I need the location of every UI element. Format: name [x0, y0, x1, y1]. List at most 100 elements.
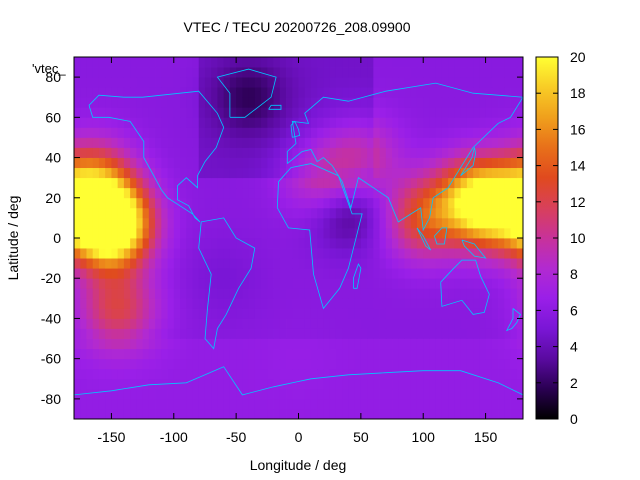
- vtec-cell: [155, 117, 162, 128]
- vtec-cell: [298, 157, 306, 169]
- vtec-cell: [379, 408, 387, 420]
- vtec-cell: [329, 338, 337, 350]
- vtec-cell: [379, 358, 387, 370]
- vtec-cell: [460, 238, 468, 249]
- vtec-cell: [360, 207, 368, 219]
- vtec-cell: [86, 217, 94, 229]
- vtec-cell: [429, 97, 437, 108]
- vtec-cell: [98, 227, 106, 239]
- vtec-cell: [161, 187, 168, 199]
- vtec-cell: [435, 268, 443, 279]
- vtec-cell: [136, 368, 143, 380]
- vtec-cell: [198, 408, 206, 420]
- vtec-cell: [180, 358, 187, 370]
- vtec-cell: [429, 207, 437, 219]
- vtec-cell: [173, 398, 181, 410]
- vtec-cell: [217, 157, 225, 169]
- vtec-cell: [117, 157, 125, 169]
- vtec-cell: [498, 408, 505, 420]
- vtec-cell: [273, 278, 281, 289]
- vtec-cell: [410, 248, 418, 259]
- vtec-cell: [111, 127, 119, 138]
- vtec-cell: [211, 197, 218, 209]
- vtec-cell: [510, 348, 518, 360]
- vtec-cell: [416, 147, 424, 158]
- vtec-cell: [329, 177, 337, 189]
- vtec-cell: [367, 288, 374, 299]
- vtec-cell: [404, 137, 412, 148]
- vtec-cell: [167, 117, 175, 128]
- vtec-cell: [286, 97, 293, 108]
- vtec-cell: [504, 167, 511, 179]
- vtec-cell: [236, 157, 243, 169]
- vtec-cell: [148, 258, 156, 269]
- vtec-cell: [504, 157, 511, 169]
- vtec-cell: [373, 127, 380, 138]
- vtec-cell: [92, 388, 100, 400]
- vtec-cell: [329, 278, 337, 289]
- vtec-cell: [473, 177, 480, 189]
- vtec-cell: [342, 258, 349, 269]
- vtec-cell: [92, 248, 100, 259]
- vtec-cell: [211, 358, 218, 370]
- vtec-cell: [186, 408, 193, 420]
- vtec-cell: [248, 358, 256, 370]
- vtec-cell: [323, 348, 331, 360]
- vtec-cell: [236, 288, 243, 299]
- vtec-cell: [348, 57, 356, 68]
- vtec-cell: [329, 308, 337, 319]
- vtec-cell: [123, 248, 131, 259]
- vtec-cell: [86, 197, 94, 209]
- vtec-cell: [279, 137, 287, 148]
- vtec-cell: [516, 177, 524, 189]
- vtec-cell: [379, 268, 387, 279]
- vtec-cell: [248, 117, 256, 128]
- vtec-cell: [423, 77, 430, 88]
- vtec-cell: [229, 378, 237, 390]
- vtec-cell: [329, 358, 337, 370]
- vtec-cell: [117, 97, 125, 108]
- colorbar-tick-label: 14: [570, 158, 586, 174]
- vtec-cell: [167, 258, 175, 269]
- vtec-cell: [173, 227, 181, 239]
- vtec-cell: [111, 87, 119, 98]
- vtec-cell: [317, 187, 324, 199]
- vtec-cell: [273, 127, 281, 138]
- vtec-cell: [392, 348, 399, 360]
- vtec-cell: [479, 97, 486, 108]
- vtec-cell: [192, 67, 200, 78]
- vtec-cell: [261, 278, 268, 289]
- vtec-cell: [310, 167, 318, 179]
- vtec-cell: [111, 157, 119, 169]
- vtec-cell: [273, 87, 281, 98]
- vtec-cell: [392, 217, 399, 229]
- vtec-cell: [360, 137, 368, 148]
- vtec-cell: [348, 217, 356, 229]
- vtec-cell: [448, 147, 455, 158]
- vtec-cell: [229, 97, 237, 108]
- vtec-cell: [173, 57, 181, 68]
- vtec-cell: [448, 217, 455, 229]
- vtec-cell: [186, 358, 193, 370]
- vtec-cell: [510, 268, 518, 279]
- vtec-cell: [254, 318, 262, 329]
- vtec-cell: [180, 388, 187, 400]
- vtec-cell: [186, 318, 193, 329]
- vtec-cell: [367, 258, 374, 269]
- vtec-cell: [466, 348, 474, 360]
- vtec-cell: [204, 268, 212, 279]
- vtec-cell: [186, 278, 193, 289]
- vtec-cell: [435, 288, 443, 299]
- vtec-cell: [466, 318, 474, 329]
- vtec-cell: [167, 187, 175, 199]
- vtec-cell: [354, 157, 362, 169]
- vtec-cell: [223, 107, 231, 118]
- vtec-cell: [342, 308, 349, 319]
- vtec-cell: [485, 137, 493, 148]
- coastline-eurasia: [286, 82, 524, 232]
- vtec-cell: [142, 248, 150, 259]
- vtec-cell: [80, 97, 87, 108]
- vtec-cell: [392, 378, 399, 390]
- coastline-australia: [440, 259, 490, 315]
- vtec-cell: [292, 318, 299, 329]
